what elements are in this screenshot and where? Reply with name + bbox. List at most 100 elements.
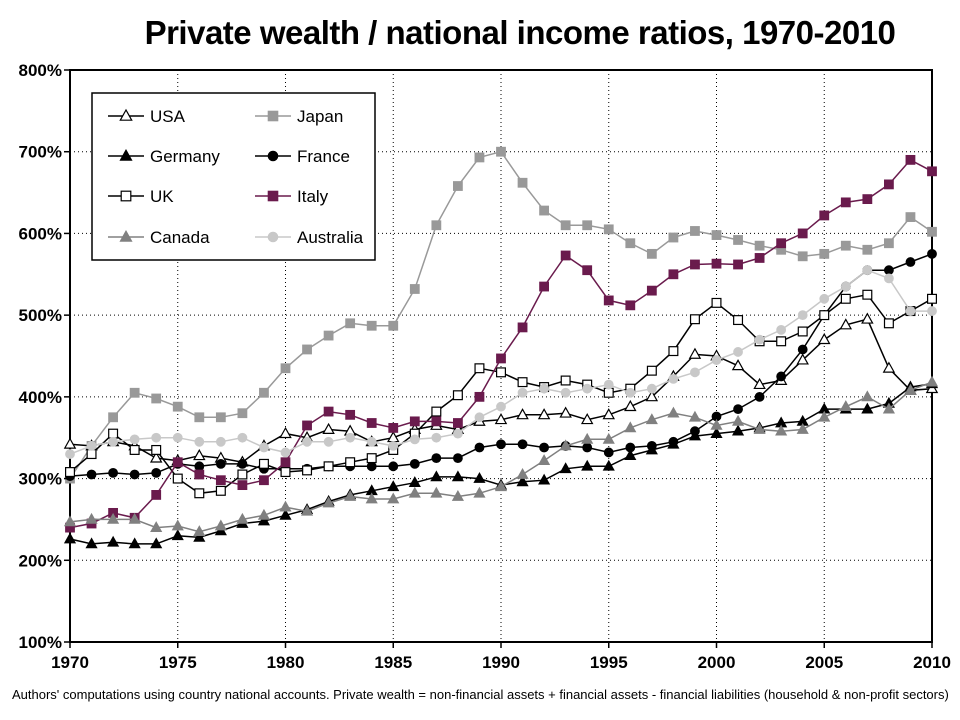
- data-point-uk: [560, 375, 571, 386]
- data-point-usa: [279, 426, 292, 439]
- data-point-usa: [322, 422, 335, 434]
- data-point-canada: [516, 467, 529, 479]
- data-point-uk: [862, 289, 873, 300]
- data-point-italy: [409, 416, 420, 427]
- data-point-japan: [496, 146, 506, 157]
- data-point-australia: [194, 436, 205, 447]
- data-point-usa: [516, 408, 529, 420]
- x-tick-label: 1975: [159, 653, 197, 672]
- legend-marker-australia: [267, 231, 279, 243]
- data-point-italy: [151, 490, 162, 500]
- data-point-uk: [172, 473, 183, 484]
- data-point-italy: [668, 269, 679, 280]
- data-point-canada: [365, 492, 378, 504]
- data-point-japan: [474, 152, 485, 163]
- data-point-usa: [602, 408, 615, 420]
- data-point-australia: [560, 387, 571, 398]
- data-point-germany: [581, 459, 594, 471]
- data-point-canada: [538, 454, 551, 465]
- data-point-australia: [927, 306, 937, 316]
- data-point-australia: [517, 387, 528, 398]
- chart-title: Private wealth / national income ratios,…: [144, 14, 896, 51]
- data-point-italy: [797, 228, 808, 239]
- data-point-uk: [646, 365, 657, 376]
- data-point-australia: [474, 412, 485, 423]
- data-point-germany: [171, 529, 184, 541]
- data-point-canada: [451, 490, 464, 501]
- data-point-germany: [257, 514, 271, 526]
- data-point-australia: [711, 355, 722, 365]
- data-point-japan: [129, 387, 140, 398]
- data-point-italy: [237, 480, 248, 491]
- data-point-australia: [496, 401, 506, 412]
- data-point-canada: [602, 432, 615, 444]
- data-point-japan: [625, 238, 636, 249]
- data-point-canada: [257, 508, 271, 520]
- data-point-usa: [645, 390, 659, 402]
- data-point-australia: [302, 436, 312, 447]
- data-point-france: [539, 442, 549, 453]
- data-point-japan: [409, 284, 420, 294]
- data-point-italy: [754, 253, 765, 263]
- data-point-japan: [345, 318, 356, 329]
- data-point-italy: [840, 197, 851, 208]
- data-point-australia: [690, 367, 700, 378]
- data-point-uk: [452, 390, 463, 401]
- data-point-france: [646, 440, 657, 451]
- data-point-italy: [172, 457, 183, 468]
- legend-marker-canada: [119, 229, 133, 242]
- data-point-italy: [603, 295, 614, 306]
- data-point-uk: [883, 318, 894, 329]
- data-point-canada: [861, 390, 874, 402]
- legend-label-germany: Germany: [150, 147, 220, 166]
- data-point-france: [474, 442, 485, 453]
- data-point-usa: [624, 399, 637, 412]
- data-point-uk: [323, 461, 334, 472]
- data-point-uk: [668, 346, 679, 357]
- legend-entry-usa: USA: [108, 107, 186, 126]
- data-point-australia: [345, 432, 356, 443]
- data-point-uk: [431, 406, 442, 417]
- data-point-canada: [85, 512, 98, 524]
- data-point-japan: [108, 412, 118, 423]
- data-point-australia: [453, 428, 463, 439]
- data-point-italy: [280, 457, 291, 468]
- data-point-canada: [63, 515, 77, 527]
- data-point-canada: [494, 480, 508, 492]
- data-point-france: [366, 461, 377, 472]
- data-point-germany: [516, 475, 529, 487]
- data-point-uk: [926, 293, 937, 304]
- data-point-australia: [668, 373, 679, 384]
- data-point-canada: [150, 521, 163, 532]
- data-point-germany: [559, 462, 572, 474]
- data-point-canada: [796, 423, 809, 434]
- y-tick-label: 100%: [19, 633, 62, 652]
- data-point-france: [129, 469, 140, 480]
- data-point-japan: [840, 240, 851, 251]
- data-point-canada: [731, 414, 745, 426]
- data-point-usa: [193, 448, 206, 461]
- data-point-australia: [733, 347, 743, 357]
- legend-entry-france: France: [255, 147, 350, 166]
- data-point-italy: [927, 166, 937, 177]
- data-point-germany: [63, 532, 77, 544]
- data-point-france: [625, 442, 636, 453]
- legend-entry-germany: Germany: [108, 147, 220, 166]
- data-point-canada: [430, 486, 443, 498]
- legend-marker-usa: [119, 108, 133, 121]
- x-tick-label: 2010: [913, 653, 951, 672]
- data-point-germany: [710, 427, 723, 438]
- legend-label-france: France: [297, 147, 350, 166]
- data-point-australia: [819, 293, 830, 304]
- data-point-germany: [279, 508, 292, 520]
- data-point-uk: [64, 467, 75, 478]
- y-tick-label: 600%: [19, 224, 62, 243]
- data-point-italy: [819, 210, 830, 221]
- data-point-uk: [302, 465, 313, 476]
- data-point-canada: [753, 423, 766, 434]
- data-point-australia: [539, 383, 549, 394]
- data-point-uk: [603, 387, 614, 398]
- data-point-australia: [776, 324, 787, 335]
- legend-entry-japan: Japan: [255, 107, 343, 126]
